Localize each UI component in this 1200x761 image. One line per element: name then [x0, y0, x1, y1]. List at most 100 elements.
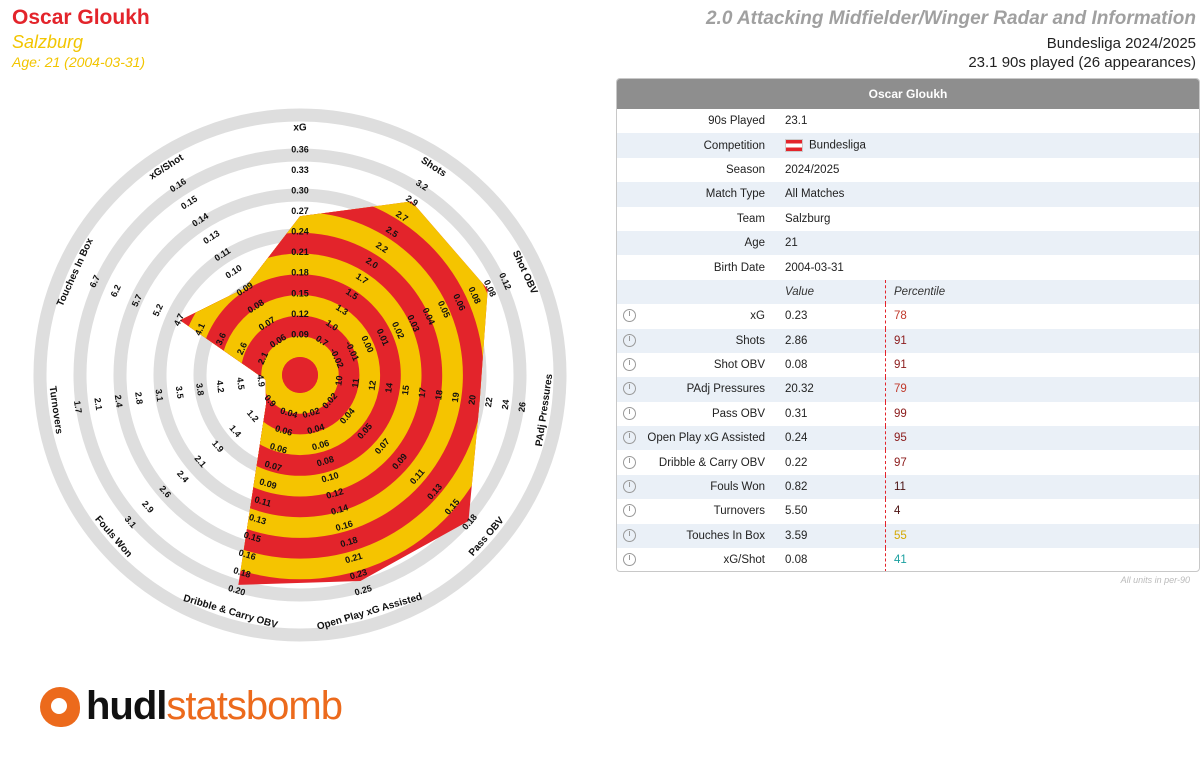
info-label: Season — [725, 163, 765, 176]
tick-label: 19 — [450, 392, 461, 403]
tick-label: 17 — [417, 387, 428, 398]
metric-row: Shots 2.86 91 — [617, 328, 1199, 353]
info-row: Competition Bundesliga — [617, 133, 1199, 158]
metric-value: 0.08 — [785, 359, 808, 372]
tick-label: 0.10 — [224, 263, 244, 281]
tick-label: 2.6 — [235, 341, 249, 357]
metric-percentile: 11 — [885, 474, 1185, 500]
metric-label: Open Play xG Assisted — [617, 431, 777, 445]
info-row: 90s Played 23.1 — [617, 109, 1199, 133]
tick-label: 4.5 — [235, 377, 247, 391]
tick-label: 0.04 — [306, 422, 326, 437]
metric-percentile: 55 — [885, 523, 1185, 549]
axis-label: xG — [293, 123, 307, 134]
info-row: Team Salzburg — [617, 207, 1199, 231]
metric-row: Fouls Won 0.82 11 — [617, 474, 1199, 500]
gauge-icon — [623, 553, 636, 567]
metric-percentile: 91 — [885, 352, 1185, 378]
tick-label: 0.10 — [320, 470, 340, 485]
tick-label: 0.06 — [269, 441, 289, 456]
tick-label: 5.2 — [151, 302, 165, 318]
radar-title: 2.0 Attacking Midfielder/Winger Radar an… — [705, 8, 1196, 29]
metric-row: Shot OBV 0.08 91 — [617, 352, 1199, 378]
radar-chart: 0.090.120.150.180.210.240.270.300.330.36… — [33, 108, 567, 642]
metric-percentile: 4 — [885, 499, 1185, 524]
metric-label: Dribble & Carry OBV — [617, 455, 777, 469]
tick-label: 6.7 — [88, 274, 102, 290]
table-title: Oscar Gloukh — [617, 79, 1199, 109]
metric-percentile: 41 — [885, 548, 1185, 571]
info-value: Salzburg — [785, 212, 831, 225]
info-label: Competition — [703, 139, 765, 152]
gauge-icon — [623, 431, 636, 445]
metric-value: 0.24 — [785, 432, 808, 445]
tick-label: 0.15 — [291, 288, 309, 298]
info-row: Birth Date 2004-03-31 — [617, 255, 1199, 279]
info-value: All Matches — [785, 188, 845, 201]
background-ring — [33, 108, 567, 642]
tick-label: 4.9 — [255, 374, 267, 388]
radar-center — [282, 357, 318, 393]
gauge-icon — [623, 480, 636, 494]
metric-percentile: 79 — [885, 377, 1185, 402]
tick-label: 0.16 — [237, 548, 257, 563]
metric-label: Shot OBV — [617, 358, 777, 372]
tick-label: 2.4 — [113, 394, 125, 408]
info-label: Birth Date — [713, 261, 765, 274]
tick-label: 0.11 — [253, 494, 272, 508]
tick-label: 2.1 — [256, 350, 270, 366]
table-body: 90s Played 23.1 Competition Bundesliga Seaso… — [617, 109, 1199, 571]
metric-label: Turnovers — [617, 504, 777, 518]
metric-label: xG — [617, 309, 777, 323]
gauge-icon — [623, 455, 636, 469]
tick-label: 22 — [483, 396, 494, 407]
tick-label: 12 — [367, 380, 378, 391]
info-value: 23.1 — [785, 115, 808, 128]
percentile-column-header: Percentile — [885, 279, 1185, 305]
gauge-icon — [623, 504, 636, 518]
tick-label: 1.7 — [72, 400, 84, 414]
metric-row: xG 0.23 78 — [617, 304, 1199, 329]
tick-label: 0.13 — [201, 228, 221, 246]
tick-label: 0.07 — [263, 459, 283, 474]
gauge-icon — [623, 406, 636, 420]
tick-label: 11 — [350, 378, 361, 389]
metric-percentile: 97 — [885, 450, 1185, 475]
metric-value: 0.82 — [785, 481, 808, 494]
tick-label: 20 — [466, 394, 477, 405]
metric-label: PAdj Pressures — [617, 382, 777, 396]
tick-label: 0.08 — [315, 454, 335, 469]
metric-label: Pass OBV — [617, 406, 777, 420]
tick-label: 15 — [400, 385, 411, 396]
tick-label: 3.1 — [153, 388, 165, 402]
info-table: Oscar Gloukh 90s Played 23.1 Competition Bu… — [616, 78, 1200, 572]
metric-label: Shots — [617, 333, 777, 347]
tick-label: 1.2 — [245, 408, 261, 424]
tick-label: 14 — [383, 382, 394, 393]
age-line: Age: 21 (2004-03-31) — [12, 54, 146, 70]
tick-label: 0.16 — [334, 518, 354, 533]
logo-text-statsbomb: statsbomb — [166, 684, 343, 728]
metric-percentile: 95 — [885, 426, 1185, 451]
tick-label: 3.5 — [174, 385, 186, 399]
metric-row: xG/Shot 0.08 41 — [617, 548, 1199, 571]
tick-label: 2.4 — [175, 468, 191, 484]
austria-flag-icon — [785, 139, 803, 153]
value-column-header: Value — [785, 285, 814, 298]
metric-row: Open Play xG Assisted 0.24 95 — [617, 426, 1199, 451]
minutes-line: 23.1 90s played (26 appearances) — [968, 54, 1196, 71]
competition-season: Bundesliga 2024/2025 — [1046, 35, 1196, 52]
info-label: Match Type — [705, 188, 765, 201]
tick-label: 4.2 — [214, 380, 226, 394]
tick-label: 6.2 — [109, 283, 123, 299]
gauge-icon — [623, 309, 636, 323]
tick-label: 0.18 — [339, 535, 359, 550]
info-label: Age — [744, 237, 765, 250]
metric-label: xG/Shot — [617, 553, 777, 567]
club-name: Salzburg — [12, 32, 84, 52]
metrics-header-row: Value Percentile — [617, 279, 1199, 305]
background-ring — [73, 148, 527, 602]
tick-label: 3.6 — [214, 331, 228, 347]
metric-value: 20.32 — [785, 383, 814, 396]
gauge-icon — [623, 382, 636, 396]
